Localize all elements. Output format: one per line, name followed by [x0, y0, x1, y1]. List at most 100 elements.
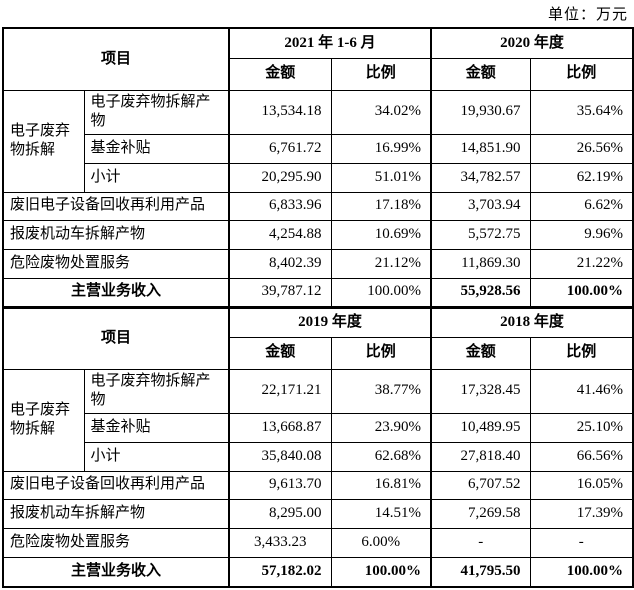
table-row: 小计 20,295.90 51.01% 34,782.57 62.19% [3, 162, 634, 193]
amount-cell: 20,295.90 [228, 162, 332, 193]
ratio-cell: 25.10% [529, 412, 634, 443]
amount-cell: 8,295.00 [228, 498, 332, 529]
row-label-hazardous-waste: 危险废物处置服务 [2, 248, 230, 279]
ratio-cell: 17.18% [330, 191, 432, 221]
table-row: 危险废物处置服务 8,402.39 21.12% 11,869.30 21.22% [2, 248, 634, 279]
amount-cell: 22,171.21 [228, 368, 332, 414]
amount-cell: 3,433.23 [228, 527, 332, 558]
table-row: 项目 2019 年度 2018 年度 [2, 305, 634, 370]
amount-cell: 4,254.88 [228, 219, 332, 250]
total-ratio-cell: 100.00% [330, 556, 432, 588]
ratio-cell-empty: - [529, 527, 634, 558]
ratio-cell: 34.02% [330, 89, 432, 135]
amount-cell: 9,613.70 [228, 470, 332, 500]
table-row: 项目 2021 年 1-6 月 2020 年度 [2, 27, 634, 91]
column-header-amount: 金额 [430, 336, 531, 370]
ratio-cell: 23.90% [330, 412, 432, 443]
ratio-cell: 9.96% [529, 219, 634, 250]
amount-cell: 11,869.30 [430, 248, 531, 279]
table-row: 金额 比例 金额 比例 [3, 57, 634, 91]
amount-cell: 5,572.75 [430, 219, 531, 250]
total-amount-cell: 55,928.56 [430, 277, 531, 308]
table-row: 小计 35,840.08 62.68% 27,818.40 66.56% [3, 441, 634, 472]
column-header-amount: 金额 [430, 57, 531, 91]
amount-cell: 6,761.72 [228, 133, 332, 164]
row-label-subtotal: 小计 [83, 162, 230, 193]
row-label-subtotal: 小计 [83, 441, 230, 472]
row-label-recycled-equipment: 废旧电子设备回收再利用产品 [2, 470, 230, 500]
row-label-recycled-equipment: 废旧电子设备回收再利用产品 [2, 191, 230, 221]
table-row: 金额 比例 金额 比例 [3, 336, 634, 370]
period-header-2021h1: 2021 年 1-6 月 [228, 27, 432, 59]
amount-cell-empty: - [430, 527, 531, 558]
table-row: 基金补贴 13,668.87 23.90% 10,489.95 25.10% [3, 412, 634, 443]
column-header-item: 项目 [2, 27, 230, 91]
column-header-item: 项目 [2, 305, 230, 370]
ratio-cell: 38.77% [330, 368, 432, 414]
amount-cell: 19,930.67 [430, 89, 531, 135]
column-header-ratio: 比例 [529, 336, 634, 370]
row-label-dismantling-products: 电子废弃物拆解产物 [83, 89, 230, 135]
amount-cell: 13,534.18 [228, 89, 332, 135]
column-header-ratio: 比例 [529, 57, 634, 91]
table-row: 危险废物处置服务 3,433.23 6.00% - - [2, 527, 634, 558]
amount-cell: 27,818.40 [430, 441, 531, 472]
table-row: 主营业务收入 39,787.12 100.00% 55,928.56 100.00% [2, 277, 634, 308]
group-label-ewaste-dismantling: 电子废弃物拆解 [2, 368, 85, 472]
ratio-cell: 21.12% [330, 248, 432, 279]
column-header-amount: 金额 [228, 57, 332, 91]
row-label-fund-subsidy: 基金补贴 [83, 133, 230, 164]
amount-cell: 13,668.87 [228, 412, 332, 443]
period-header-2020: 2020 年度 [430, 27, 634, 59]
row-label-scrapped-vehicles: 报废机动车拆解产物 [2, 219, 230, 250]
ratio-cell: 16.81% [330, 470, 432, 500]
total-ratio-cell: 100.00% [529, 556, 634, 588]
group-label-ewaste-dismantling: 电子废弃物拆解 [2, 89, 85, 193]
amount-cell: 7,269.58 [430, 498, 531, 529]
table-row: 废旧电子设备回收再利用产品 9,613.70 16.81% 6,707.52 16.05… [2, 470, 634, 500]
ratio-cell: 41.46% [529, 368, 634, 414]
total-label-main-revenue: 主营业务收入 [2, 277, 230, 308]
table-row: 报废机动车拆解产物 8,295.00 14.51% 7,269.58 17.39% [2, 498, 634, 529]
ratio-cell: 21.22% [529, 248, 634, 279]
row-label-scrapped-vehicles: 报废机动车拆解产物 [2, 498, 230, 529]
ratio-cell: 16.05% [529, 470, 634, 500]
total-ratio-cell: 100.00% [529, 277, 634, 308]
column-header-ratio: 比例 [330, 57, 432, 91]
main-table: 项目 2021 年 1-6 月 2020 年度 金额 比例 金额 比例 电子废弃物拆解 电子废弃… [2, 27, 634, 588]
amount-cell: 6,833.96 [228, 191, 332, 221]
amount-cell: 8,402.39 [228, 248, 332, 279]
amount-cell: 3,703.94 [430, 191, 531, 221]
ratio-cell: 26.56% [529, 133, 634, 164]
row-label-dismantling-products: 电子废弃物拆解产物 [83, 368, 230, 414]
amount-cell: 6,707.52 [430, 470, 531, 500]
ratio-cell: 6.62% [529, 191, 634, 221]
ratio-cell: 14.51% [330, 498, 432, 529]
ratio-cell: 51.01% [330, 162, 432, 193]
amount-cell: 35,840.08 [228, 441, 332, 472]
table-row: 基金补贴 6,761.72 16.99% 14,851.90 26.56% [3, 133, 634, 164]
unit-label: 单位：万元 [547, 7, 628, 23]
ratio-cell: 6.00% [330, 527, 432, 558]
amount-cell: 17,328.45 [430, 368, 531, 414]
column-header-amount: 金额 [228, 336, 332, 370]
ratio-cell: 10.69% [330, 219, 432, 250]
main-table-body: 项目 2021 年 1-6 月 2020 年度 金额 比例 金额 比例 电子废弃物拆解 电子废弃… [2, 27, 634, 588]
period-header-2019: 2019 年度 [228, 305, 432, 338]
table-row: 主营业务收入 57,182.02 100.00% 41,795.50 100.00% [2, 556, 634, 588]
total-ratio-cell: 100.00% [330, 277, 432, 308]
ratio-cell: 35.64% [529, 89, 634, 135]
total-amount-cell: 41,795.50 [430, 556, 531, 588]
table-row: 电子废弃物拆解 电子废弃物拆解产物 22,171.21 38.77% 17,328.45… [2, 368, 634, 472]
amount-cell: 10,489.95 [430, 412, 531, 443]
row-label-hazardous-waste: 危险废物处置服务 [2, 527, 230, 558]
ratio-cell: 16.99% [330, 133, 432, 164]
row-label-fund-subsidy: 基金补贴 [83, 412, 230, 443]
total-amount-cell: 39,787.12 [228, 277, 332, 308]
column-header-ratio: 比例 [330, 336, 432, 370]
amount-cell: 34,782.57 [430, 162, 531, 193]
table-row: 报废机动车拆解产物 4,254.88 10.69% 5,572.75 9.96% [2, 219, 634, 250]
ratio-cell: 17.39% [529, 498, 634, 529]
table-row: 废旧电子设备回收再利用产品 6,833.96 17.18% 3,703.94 6.62% [2, 191, 634, 221]
